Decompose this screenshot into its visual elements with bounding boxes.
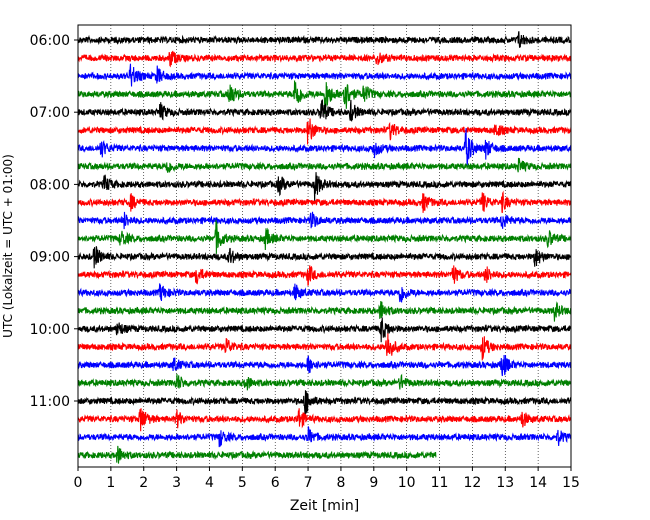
x-tick-label: 3 — [172, 475, 181, 491]
x-tick-label: 8 — [336, 475, 345, 491]
trace-row-0745 — [77, 157, 572, 173]
trace-row-0715 — [77, 118, 572, 145]
trace-row-1130 — [77, 426, 572, 448]
trace-row-0800 — [77, 172, 572, 201]
y-tick-label: 10:00 — [30, 322, 70, 338]
x-tick-label: 2 — [139, 475, 148, 491]
trace-row-0830 — [77, 211, 572, 230]
y-tick-label: 08:00 — [30, 177, 70, 193]
y-tick-label: 06:00 — [30, 33, 70, 49]
x-tick-label: 5 — [238, 475, 247, 491]
trace-row-1030 — [77, 354, 572, 377]
x-tick-label: 13 — [496, 475, 514, 491]
trace-row-0615 — [77, 50, 572, 68]
y-tick-label: 09:00 — [30, 250, 70, 266]
x-tick-label: 11 — [431, 475, 449, 491]
trace-row-0945 — [77, 300, 572, 322]
y-axis-ticks: 06:00 07:00 08:00 09:00 10:00 11:00 — [30, 33, 78, 410]
x-tick-label: 14 — [529, 475, 547, 491]
x-axis-label: Zeit [min] — [290, 498, 359, 514]
trace-row-0930 — [77, 283, 572, 303]
x-axis-ticks: 0 1 2 3 4 5 6 7 8 9 10 11 12 13 14 15 — [74, 467, 580, 491]
y-tick-label: 11:00 — [30, 394, 70, 410]
trace-row-0600 — [77, 31, 572, 48]
seismic-traces — [77, 31, 572, 464]
trace-row-1100 — [77, 390, 572, 415]
trace-row-1115 — [77, 408, 572, 432]
trace-row-0845 — [77, 220, 572, 254]
trace-row-1000 — [77, 317, 572, 343]
x-tick-label: 12 — [463, 475, 481, 491]
trace-row-0915 — [77, 265, 572, 286]
trace-row-0730 — [77, 128, 572, 166]
y-tick-label: 07:00 — [30, 105, 70, 121]
trace-row-0630 — [77, 63, 572, 87]
plot-frame — [77, 24, 572, 468]
x-tick-label: 1 — [106, 475, 115, 491]
trace-row-1145 — [77, 445, 437, 464]
x-tick-label: 15 — [562, 475, 580, 491]
x-tick-label: 10 — [398, 475, 416, 491]
x-tick-label: 6 — [271, 475, 280, 491]
trace-row-0900 — [77, 246, 572, 269]
x-tick-label: 0 — [74, 475, 83, 491]
x-tick-label: 7 — [304, 475, 313, 491]
trace-row-0700 — [77, 99, 572, 122]
x-tick-label: 9 — [369, 475, 378, 491]
trace-row-1045 — [77, 373, 572, 391]
trace-row-0645 — [77, 80, 572, 115]
trace-row-1015 — [77, 333, 572, 361]
y-axis-label: UTC (Lokalzeit = UTC + 01:00) — [1, 154, 15, 338]
x-tick-label: 4 — [205, 475, 214, 491]
trace-row-0815 — [77, 190, 572, 214]
